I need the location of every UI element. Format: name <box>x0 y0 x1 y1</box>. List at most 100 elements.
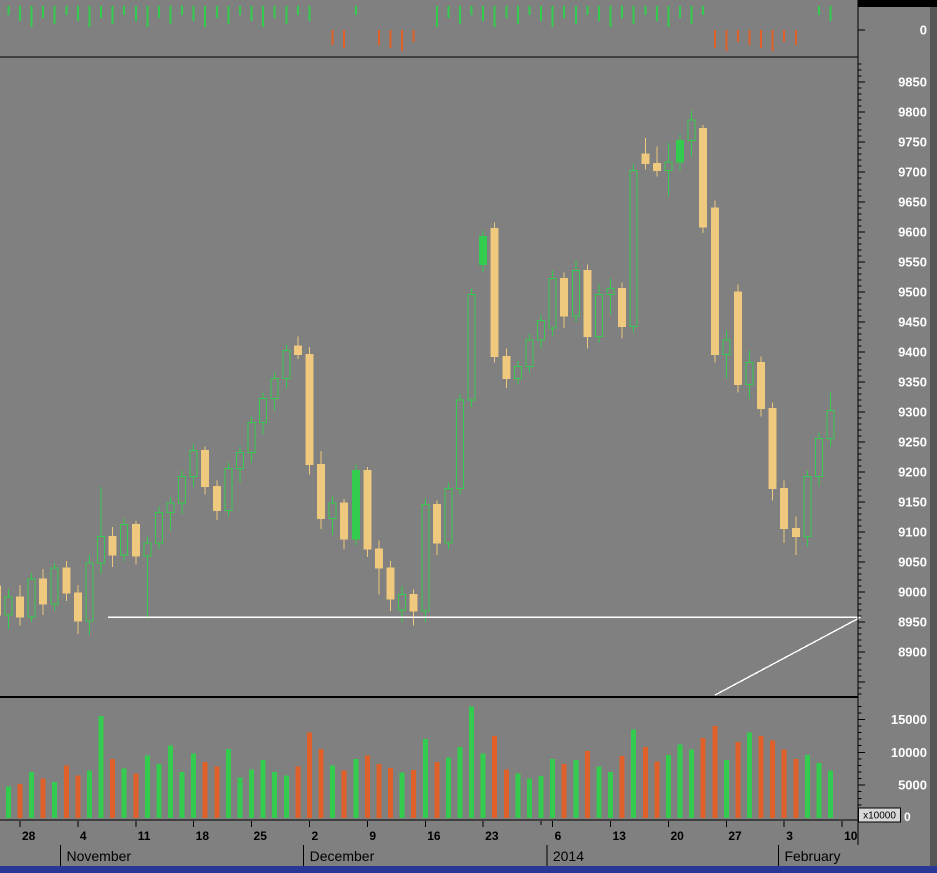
candle <box>479 230 488 273</box>
candle <box>733 284 742 393</box>
volume-bar <box>202 762 208 818</box>
date-label: 4 <box>80 829 87 843</box>
candle <box>803 470 812 547</box>
volume-bar <box>191 753 197 818</box>
candle <box>490 222 499 363</box>
price-axis-label: 9300 <box>898 404 927 419</box>
volume-bar <box>63 765 69 818</box>
month-label: December <box>310 848 375 864</box>
volume-bar <box>434 762 440 818</box>
candle <box>374 540 383 595</box>
date-label: 11 <box>138 829 151 843</box>
volume-bar <box>318 749 324 818</box>
volume-bar <box>804 754 810 818</box>
date-label: 13 <box>613 829 627 843</box>
volume-bar <box>492 735 498 818</box>
volume-bar <box>735 741 741 818</box>
trendline-rising-support[interactable] <box>714 616 861 696</box>
date-label: 2 <box>311 829 318 843</box>
candle <box>664 143 673 196</box>
candle <box>131 521 140 565</box>
volume-bar <box>306 732 312 818</box>
price-axis-label: 9800 <box>898 104 927 119</box>
volume-panel <box>5 706 834 818</box>
volume-bar <box>376 764 382 818</box>
indicator-zero-label: 0 <box>920 23 927 38</box>
candle <box>676 134 685 171</box>
volume-axis-label: 15000 <box>891 712 927 727</box>
volume-bar <box>17 783 23 818</box>
volume-zero-label: 0 <box>904 810 911 824</box>
volume-bar <box>5 786 11 818</box>
price-axis-label: 9000 <box>898 584 927 599</box>
month-label: 2014 <box>553 848 584 864</box>
candle <box>780 480 789 543</box>
candle <box>398 585 407 622</box>
candle <box>548 270 557 337</box>
candle <box>178 470 187 514</box>
candle <box>606 278 615 315</box>
candle <box>259 392 268 435</box>
volume-bar <box>214 766 220 818</box>
volume-bar <box>341 770 347 818</box>
volume-bar <box>364 755 370 818</box>
candle <box>201 446 210 495</box>
volume-bar <box>168 745 173 818</box>
volume-bar <box>642 747 648 818</box>
candle <box>166 497 175 531</box>
candle <box>444 482 453 549</box>
date-label: 3 <box>786 829 793 843</box>
candle <box>791 516 800 555</box>
price-axis-label: 9700 <box>898 164 927 179</box>
price-axis-label: 9850 <box>898 74 927 89</box>
price-axis-label: 9750 <box>898 134 927 149</box>
volume-bar <box>584 750 590 818</box>
volume-bar <box>608 772 614 818</box>
candle <box>351 464 360 546</box>
candle <box>525 333 534 373</box>
candle <box>4 588 13 630</box>
volume-bar <box>249 769 255 818</box>
price-axis[interactable]: 9850 9800 9750 9700 9650 9600 9550 9500 9450 9400… <box>857 0 927 845</box>
candle <box>340 498 349 549</box>
price-axis-label: 9650 <box>898 194 927 209</box>
volume-bar <box>469 706 475 818</box>
candle <box>537 314 546 349</box>
candle <box>120 518 129 561</box>
date-label: 28 <box>22 829 36 843</box>
candle <box>409 589 418 626</box>
volume-bar <box>179 772 185 818</box>
candle <box>629 164 638 333</box>
volume-bar <box>654 761 660 818</box>
candle <box>699 125 708 234</box>
price-axis-label: 9450 <box>898 314 927 329</box>
date-label: 16 <box>427 829 441 843</box>
candle <box>317 450 326 529</box>
volume-axis-label: 10000 <box>891 745 927 760</box>
volume-bar <box>689 749 695 818</box>
price-axis-label: 9400 <box>898 344 927 359</box>
volume-bar <box>283 775 289 818</box>
axis-top-cap <box>858 0 937 7</box>
volume-bar <box>353 758 359 818</box>
candle <box>189 444 198 487</box>
taskbar-strip <box>0 866 937 873</box>
time-axis[interactable]: 28 4 11 18 25 2 9 16 23 6 13 20 27 3 10 November Decembe… <box>19 821 858 866</box>
candle <box>15 584 24 626</box>
price-axis-label: 9500 <box>898 284 927 299</box>
candle <box>652 146 661 177</box>
candle <box>432 500 441 555</box>
volume-bar <box>538 775 544 818</box>
candle <box>50 563 59 612</box>
candle <box>154 506 163 549</box>
candle <box>722 330 731 379</box>
volume-bar <box>110 758 116 818</box>
candle <box>235 446 244 483</box>
candle <box>421 498 430 622</box>
right-scrollbar[interactable] <box>930 0 937 866</box>
candle <box>143 536 152 619</box>
candlestick-panel[interactable] <box>0 110 835 636</box>
volume-bar <box>260 760 266 818</box>
